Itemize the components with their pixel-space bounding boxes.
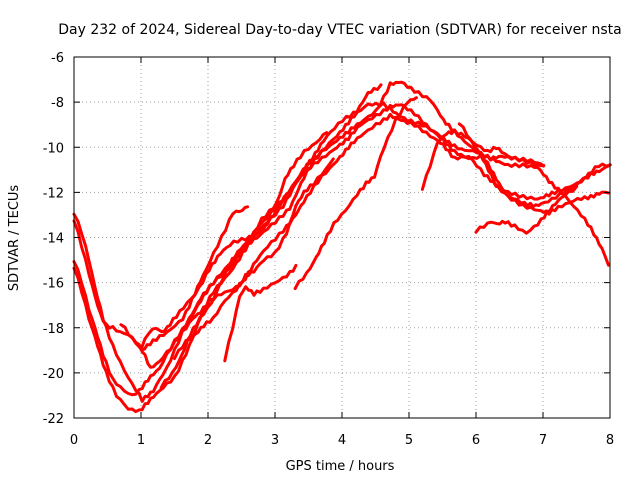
y-tick-label: -8 [51,96,64,111]
grid-layer [74,57,610,418]
x-tick-label: 8 [606,433,614,448]
y-tick-label: -12 [43,186,64,201]
y-tick-label: -16 [43,277,64,292]
y-tick-label: -18 [43,322,64,337]
x-tick-label: 5 [405,433,413,448]
x-tick-label: 4 [338,433,346,448]
y-tick-label: -10 [43,141,64,156]
series-track-2 [72,101,546,403]
x-axis-label: GPS time / hours [286,459,395,474]
series-track-6 [139,83,383,352]
y-tick-label: -20 [43,367,64,382]
series-track-11 [420,128,546,191]
tick-layer: 0 1 2 3 4 5 6 7 8 -22 -20 -18 -16 -14 -12 -10 -8 -6 [43,51,614,448]
series-track-9 [223,263,298,363]
x-tick-label: 2 [204,433,212,448]
y-tick-label: -14 [43,232,64,247]
x-tick-label: 1 [137,433,145,448]
x-tick-label: 7 [539,433,547,448]
series-track-10 [293,96,418,291]
y-tick-label: -22 [43,412,64,427]
x-tick-label: 6 [472,433,480,448]
series-track-4 [72,112,610,369]
series-track-8 [173,157,335,361]
series-track-5 [119,205,250,352]
series-track-13 [474,184,579,235]
series-track-12 [457,122,612,209]
data-layer [72,80,612,414]
series-track-1 [72,103,610,397]
y-axis-label: SDTVAR / TECUs [7,185,22,292]
x-tick-label: 0 [70,433,78,448]
chart-title: Day 232 of 2024, Sidereal Day-to-day VTE… [58,22,621,38]
y-tick-label: -6 [51,51,64,66]
x-tick-label: 3 [271,433,279,448]
